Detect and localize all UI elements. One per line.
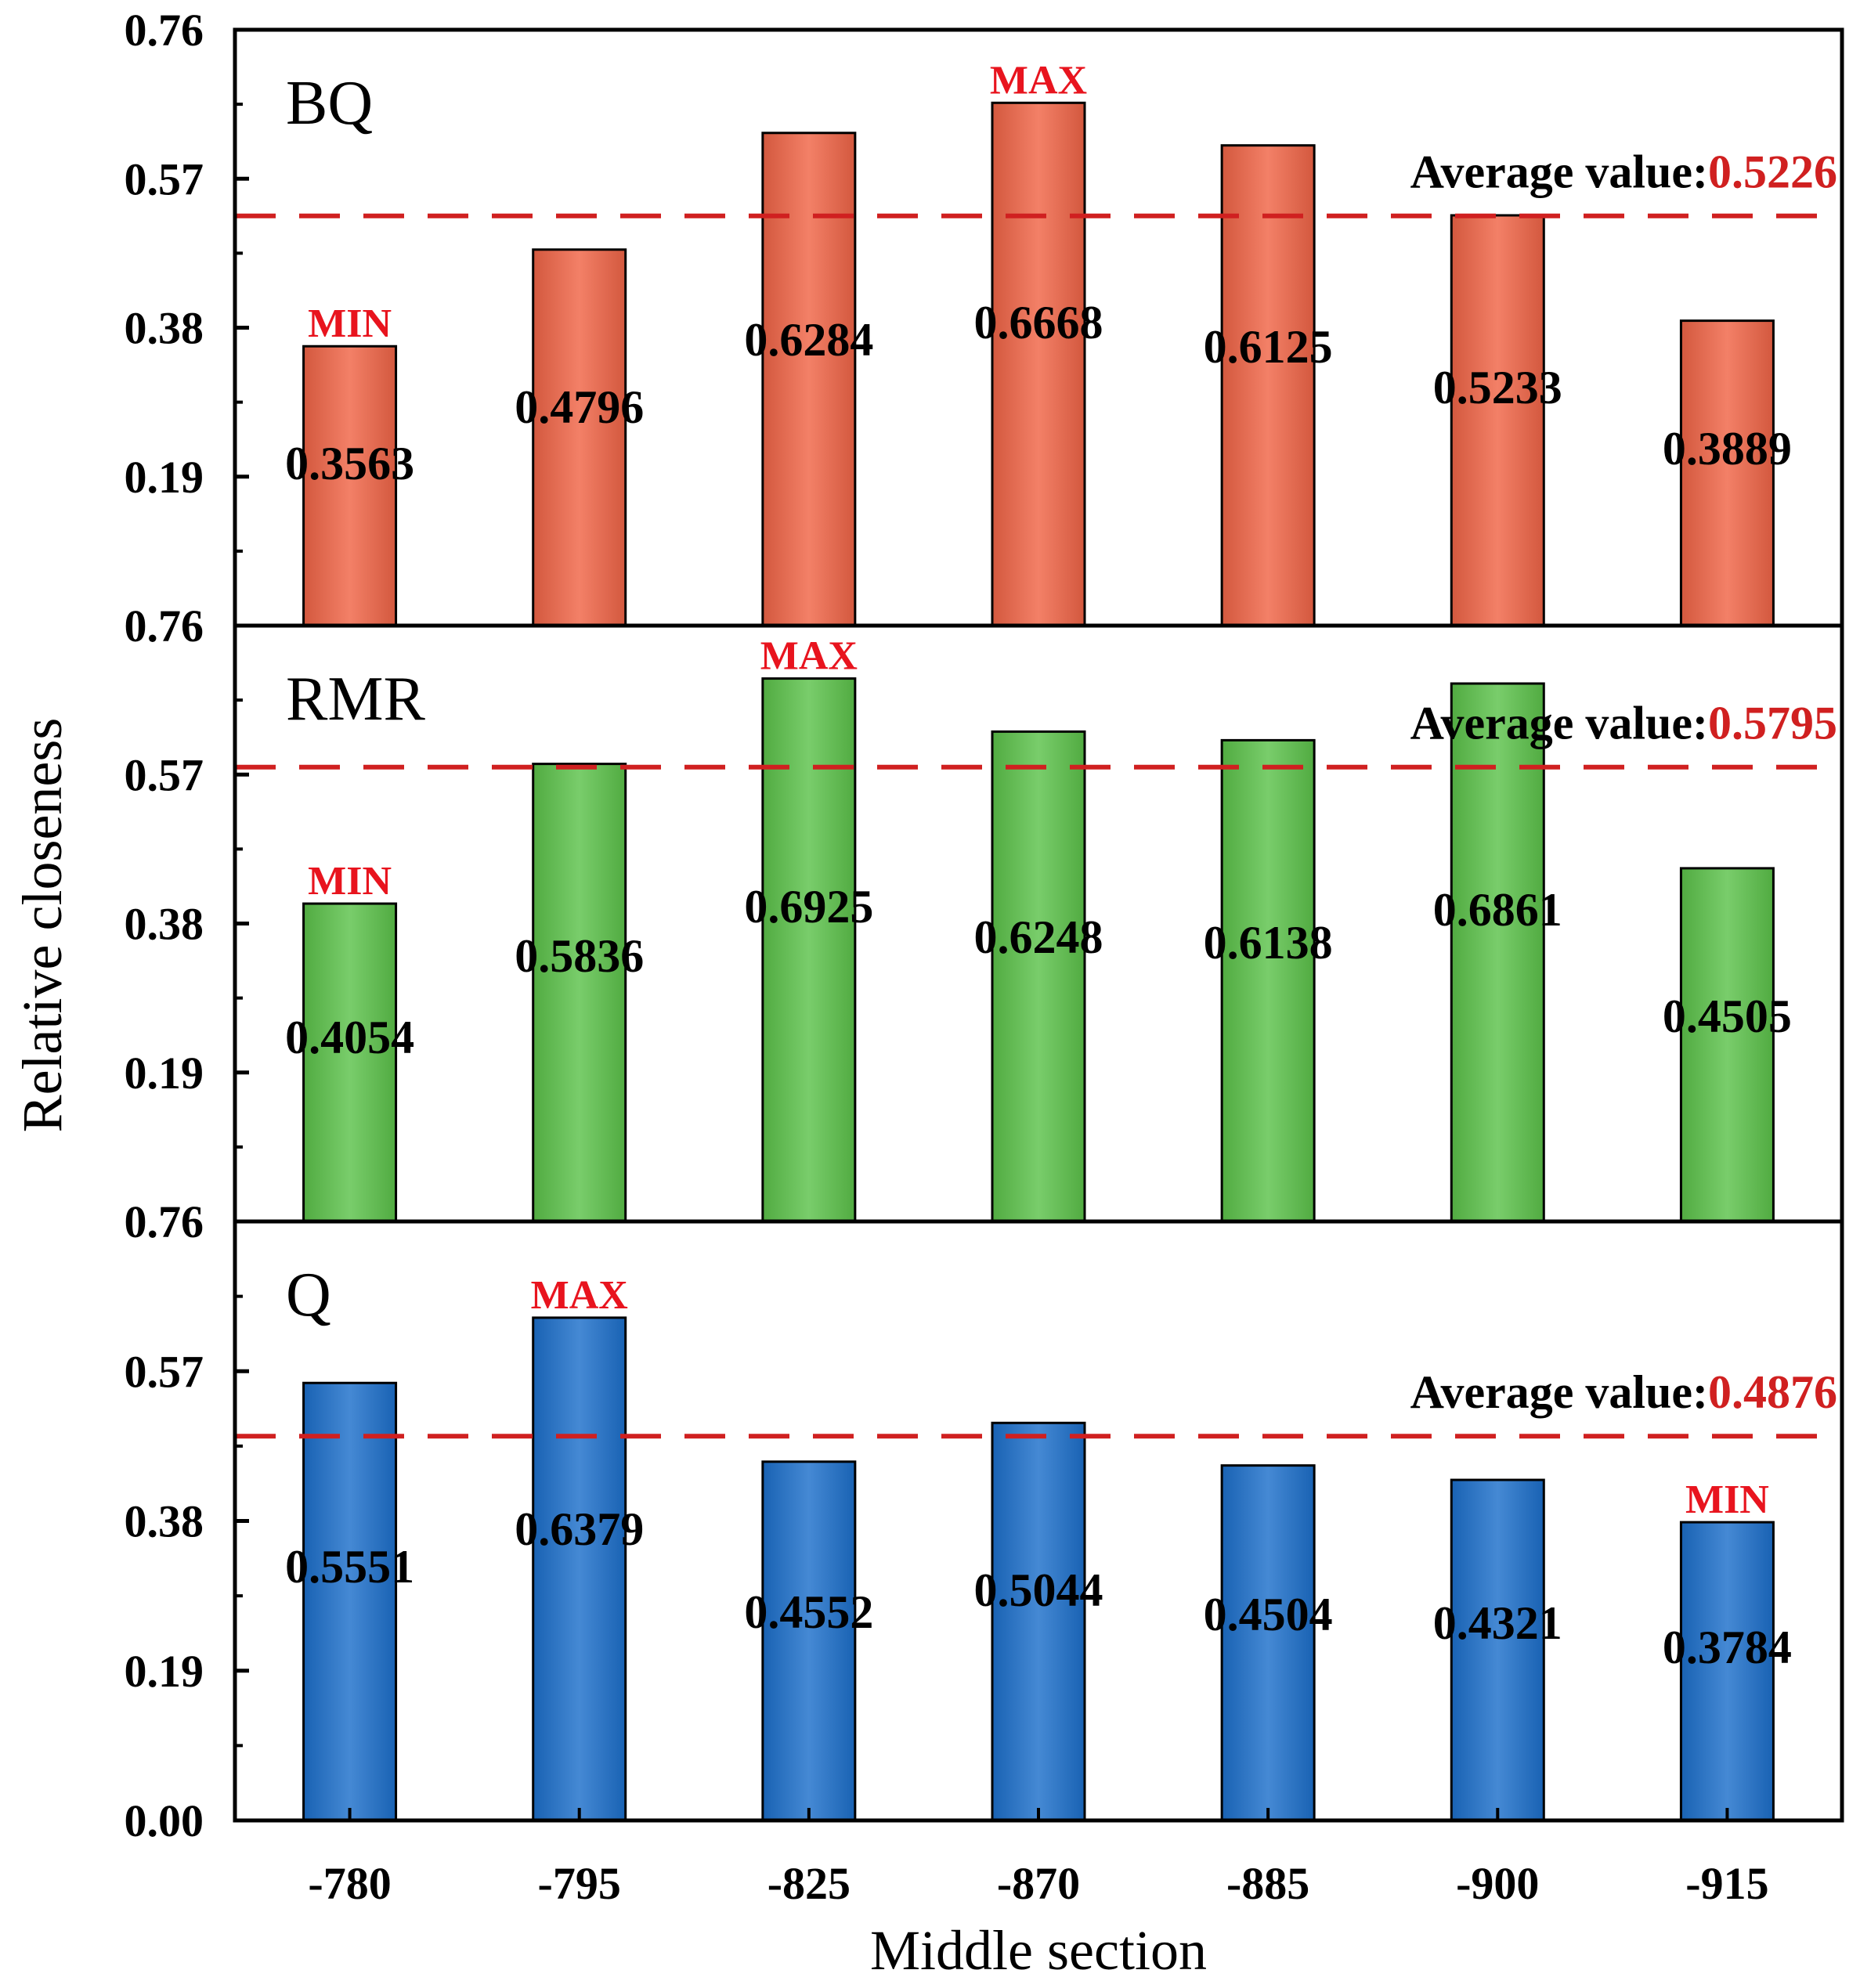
bq-min-marker: MIN [308, 301, 392, 346]
rmr-value-label-870: 0.6248 [974, 911, 1103, 963]
bq-value-label-885: 0.6125 [1204, 321, 1333, 373]
rmr-bar-900 [1450, 682, 1545, 1223]
rmr-average-label: Average value: [1410, 698, 1708, 749]
bq-value-label-795: 0.4796 [515, 381, 644, 433]
q-value-label-885: 0.4504 [1204, 1589, 1333, 1640]
bq-bar-795 [532, 248, 627, 627]
q-y-tick-label: 0.19 [125, 1646, 204, 1697]
q-value-label-870: 0.5044 [974, 1564, 1103, 1616]
rmr-value-label-900: 0.6861 [1433, 884, 1562, 936]
q-value-label-825: 0.4552 [744, 1586, 873, 1638]
q-average-text: Average value:0.4876 [1410, 1366, 1837, 1418]
bq-y-tick-label: 0.19 [125, 452, 204, 503]
bq-bar-900 [1450, 214, 1545, 627]
bq-average-label: Average value: [1410, 146, 1708, 198]
q-bar-825 [761, 1460, 857, 1822]
x-axis-title: Middle section [870, 1919, 1207, 1982]
q-value-label-780: 0.5551 [285, 1541, 414, 1593]
bq-y-tick-label: 0.76 [125, 5, 204, 56]
labels-layer: 0.3563 0.4796 0.6284 0.6668 0.6125 0.5233 0.38… [11, 5, 1837, 1982]
bq-value-label-900: 0.5233 [1433, 362, 1562, 413]
q-value-label-795: 0.6379 [515, 1503, 644, 1555]
rmr-panel-name: RMR [286, 665, 425, 734]
q-value-label-915: 0.3784 [1663, 1622, 1792, 1673]
rmr-bar-825 [761, 677, 857, 1223]
rmr-average-value: 0.5795 [1708, 698, 1837, 749]
bq-bar-825 [761, 132, 857, 627]
average-lines-layer [235, 213, 1842, 1439]
q-average-label: Average value: [1410, 1366, 1708, 1418]
q-y-tick-label: 0.57 [125, 1346, 204, 1397]
rmr-value-label-825: 0.6925 [744, 881, 873, 933]
q-min-marker: MIN [1685, 1477, 1769, 1522]
q-bar-780 [302, 1381, 398, 1822]
bq-value-label-825: 0.6284 [744, 314, 873, 366]
rmr-y-tick-label: 0.19 [125, 1048, 204, 1099]
rmr-max-marker: MAX [760, 634, 858, 679]
rmr-value-label-795: 0.5836 [515, 930, 644, 982]
rmr-value-label-915: 0.4505 [1663, 990, 1792, 1042]
q-bar-795 [532, 1316, 627, 1822]
rmr-value-label-885: 0.6138 [1204, 917, 1333, 969]
rmr-y-tick-label: 0.38 [125, 899, 204, 950]
q-bar-885 [1220, 1464, 1316, 1822]
q-max-marker: MAX [531, 1273, 628, 1318]
rmr-bar-915 [1679, 867, 1775, 1223]
bq-value-label-780: 0.3563 [285, 438, 414, 489]
rmr-bar-780 [302, 902, 398, 1223]
bq-value-label-870: 0.6668 [974, 297, 1103, 348]
x-tick-label-795: -795 [538, 1858, 621, 1909]
bq-y-tick-label: 0.38 [125, 303, 204, 354]
y-axis-title: Relative closeness [11, 718, 74, 1133]
bq-average-text: Average value:0.5226 [1410, 146, 1837, 198]
q-bar-870 [991, 1421, 1086, 1822]
bq-bar-870 [991, 101, 1086, 627]
bq-bar-780 [302, 345, 398, 627]
rmr-bar-870 [991, 730, 1086, 1223]
rmr-y-tick-label: 0.76 [125, 601, 204, 651]
bq-max-marker: MAX [990, 58, 1087, 103]
x-tick-label-825: -825 [767, 1858, 851, 1909]
q-y-tick-label: 0.00 [125, 1795, 204, 1846]
bq-value-label-915: 0.3889 [1663, 423, 1792, 474]
ticks-layer [235, 27, 1729, 1823]
q-average-value: 0.4876 [1708, 1366, 1837, 1418]
rmr-y-tick-label: 0.57 [125, 749, 204, 800]
bq-panel-name: BQ [286, 69, 373, 138]
bars-layer [302, 101, 1775, 1822]
x-tick-label-915: -915 [1685, 1858, 1768, 1909]
q-y-tick-label: 0.38 [125, 1496, 204, 1547]
bq-y-tick-label: 0.57 [125, 153, 204, 204]
rmr-min-marker: MIN [308, 859, 392, 904]
q-bar-915 [1679, 1521, 1775, 1822]
bq-average-value: 0.5226 [1708, 146, 1837, 198]
q-value-label-900: 0.4321 [1433, 1597, 1562, 1649]
x-tick-label-780: -780 [308, 1858, 391, 1909]
rmr-bar-795 [532, 763, 627, 1223]
q-bar-900 [1450, 1478, 1545, 1822]
rmr-average-text: Average value:0.5795 [1410, 698, 1837, 749]
x-tick-label-870: -870 [997, 1858, 1080, 1909]
q-panel-name: Q [286, 1261, 331, 1330]
rmr-bar-885 [1220, 738, 1316, 1223]
x-tick-label-900: -900 [1456, 1858, 1539, 1909]
x-tick-label-885: -885 [1226, 1858, 1309, 1909]
q-y-tick-label: 0.76 [125, 1196, 204, 1247]
rmr-value-label-780: 0.4054 [285, 1012, 414, 1063]
